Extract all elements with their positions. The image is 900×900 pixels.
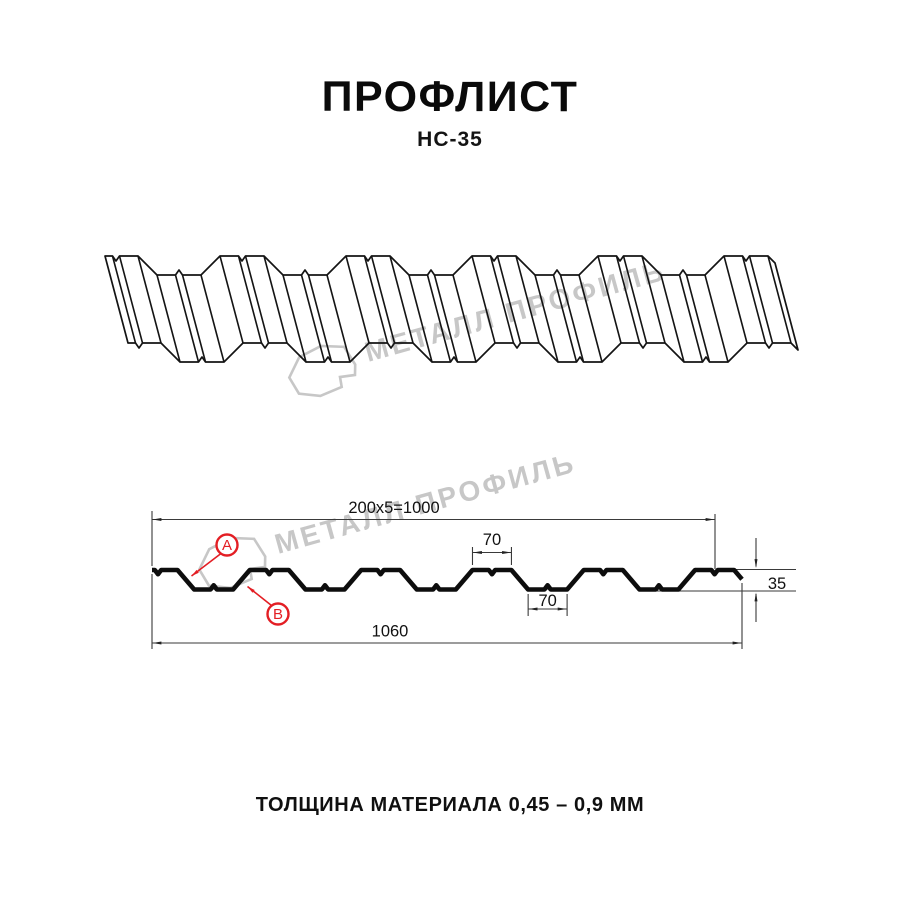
- dim-label-pitch: 200x5=1000: [348, 499, 439, 517]
- profile-section-line: [152, 567, 744, 592]
- thickness-note: ТОЛЩИНА МАТЕРИАЛА 0,45 – 0,9 ММ: [255, 794, 645, 816]
- svg-text:В: В: [273, 606, 283, 623]
- page-title: ПРОФЛИСТ: [321, 73, 579, 121]
- dim-label-overall-width: 1060: [372, 623, 409, 641]
- sheet-surface: [105, 256, 798, 362]
- sheet-outline: [104, 255, 799, 363]
- corrugation-lines: [111, 255, 792, 363]
- callout-b: В: [247, 585, 290, 626]
- callout-a: А: [191, 533, 239, 577]
- dim-label-height: 35: [768, 575, 786, 593]
- metall-profil-logo-icon: [287, 344, 357, 398]
- profile-model-name: НС-35: [417, 128, 483, 151]
- dim-label-crest-width: 70: [483, 531, 501, 549]
- svg-text:А: А: [222, 537, 232, 554]
- callout-labels: АВ: [191, 533, 290, 626]
- dim-label-valley-width: 70: [538, 592, 556, 610]
